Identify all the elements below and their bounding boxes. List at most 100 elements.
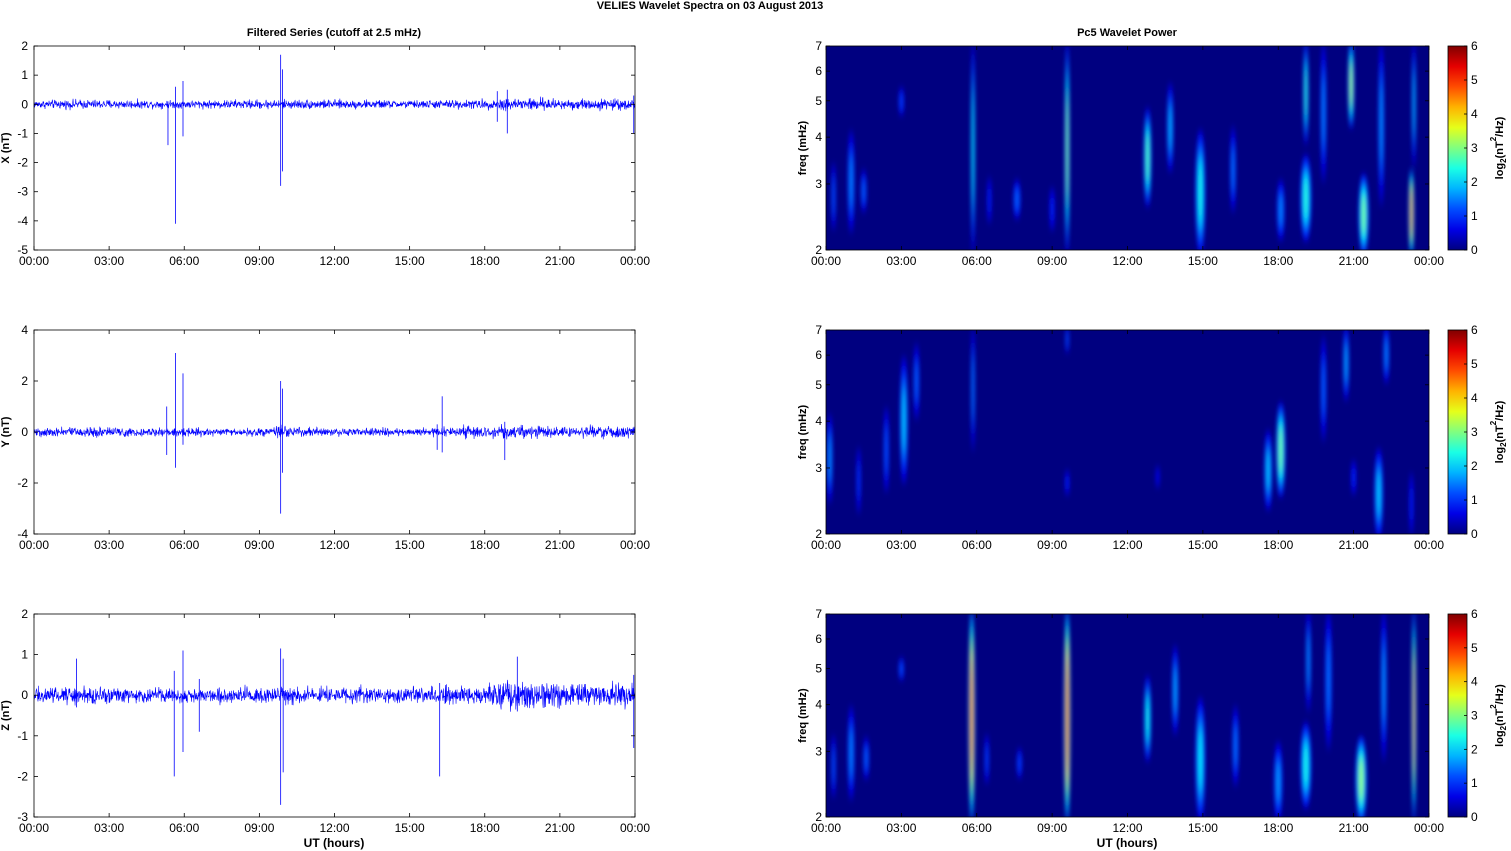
y-tick-label: 0: [21, 97, 28, 111]
heatmap-cell: [1279, 428, 1282, 471]
heatmap-cell: [885, 428, 888, 471]
heatmap-cell: [858, 464, 860, 498]
colorbar-tick-label: 0: [1471, 527, 1478, 541]
heatmap-x-tick-label: 12:00: [1112, 538, 1142, 552]
line-x-tick-label: 06:00: [169, 254, 199, 268]
heatmap-cell: [1350, 64, 1352, 105]
heatmap-x-tick-label: 09:00: [1037, 538, 1067, 552]
colorbar-tick-label: 4: [1471, 391, 1478, 405]
heatmap-cell: [900, 94, 903, 109]
heatmap-cell: [1305, 69, 1307, 116]
colorbar-tick-label: 3: [1471, 141, 1478, 155]
right-x-axis-label: UT (hours): [1097, 836, 1158, 850]
y-tick-label: -2: [17, 156, 28, 170]
heatmap-x-tick-label: 09:00: [1037, 821, 1067, 835]
plot-area: [34, 46, 635, 250]
line-x-tick-label: 15:00: [395, 821, 425, 835]
heatmap-cell: [1016, 190, 1018, 209]
line-x-tick-label: 06:00: [169, 538, 199, 552]
heatmap-x-tick-label: 00:00: [811, 538, 841, 552]
heatmap-x-tick-label: 09:00: [1037, 254, 1067, 268]
heatmap-cell: [1232, 150, 1234, 189]
y-tick-label: 0: [21, 425, 28, 439]
y-axis-label: Z (nT): [0, 700, 12, 731]
colorbar-tick-label: 2: [1471, 459, 1478, 473]
colorbar-tick-label: 3: [1471, 709, 1478, 723]
line-x-tick-label: 15:00: [395, 538, 425, 552]
heatmap-cell: [1304, 178, 1308, 218]
y-tick-label: -2: [17, 769, 28, 783]
heatmap-cell: [829, 438, 831, 479]
colorbar-tick-label: 6: [1471, 39, 1478, 53]
y-tick-label: 2: [21, 607, 28, 621]
line-x-tick-label: 06:00: [169, 821, 199, 835]
heatmap-cell: [1377, 473, 1380, 515]
heatmap-cell: [1345, 345, 1347, 381]
series-trace: [34, 423, 635, 440]
y-tick-label: 2: [815, 810, 822, 824]
line-x-tick-label: 15:00: [395, 254, 425, 268]
colorbar: 0 1 2 3 4 5 6 log2(nT2/Hz): [1447, 39, 1508, 257]
line-x-tick-label: 03:00: [94, 538, 124, 552]
y-tick-label: 5: [815, 662, 822, 676]
y-tick-label: 2: [815, 243, 822, 257]
y-tick-label: 7: [815, 607, 822, 621]
line-panel-z: -3 -2 -1 0 1 2 00:00 03:00 06:00 09:00 12:00 15:00 1…: [0, 607, 650, 835]
left-x-axis-label: UT (hours): [304, 836, 365, 850]
colorbar-tick-label: 1: [1471, 776, 1478, 790]
line-x-tick-label: 12:00: [319, 254, 349, 268]
heatmap-cell: [1157, 470, 1159, 484]
colorbar-tick-label: 5: [1471, 357, 1478, 371]
heatmap-cell: [832, 180, 835, 214]
heatmap-cell: [1383, 651, 1385, 720]
line-x-tick-label: 09:00: [244, 538, 274, 552]
y-tick-label: -4: [17, 527, 28, 541]
heatmap-cells: [826, 330, 1414, 534]
line-x-tick-label: 00:00: [19, 254, 49, 268]
heatmap-cell: [1066, 668, 1068, 763]
line-x-tick-label: 03:00: [94, 254, 124, 268]
colorbar-label: log2(nT2/Hz): [1489, 684, 1508, 747]
heatmap-cell: [1267, 452, 1270, 489]
y-tick-label: -3: [17, 185, 28, 199]
heatmap-panel-5: 2 3 4 5 6 7 00:00 03:00 06:00 09:00 12:00 15:00 18:0…: [797, 607, 1508, 835]
heatmap-cell: [1146, 699, 1149, 739]
heatmap-background: [826, 330, 1429, 534]
heatmap-cell: [1322, 80, 1325, 144]
heatmap-x-tick-label: 06:00: [962, 538, 992, 552]
line-x-tick-label: 00:00: [620, 538, 650, 552]
y-tick-label: 7: [815, 39, 822, 53]
heatmap-cell: [1146, 135, 1149, 180]
heatmap-cells: [831, 46, 1416, 250]
heatmap-cell: [1234, 727, 1237, 765]
y-tick-label: -4: [17, 214, 28, 228]
figure-suptitle: VELIES Wavelet Spectra on 03 August 2013: [597, 0, 824, 12]
y-tick-label: 1: [21, 68, 28, 82]
y-tick-label: 5: [815, 378, 822, 392]
heatmap-cell: [1199, 164, 1202, 221]
colorbar-label: log2(nT2/Hz): [1489, 400, 1508, 463]
line-x-tick-label: 21:00: [545, 821, 575, 835]
y-tick-label: -1: [17, 126, 28, 140]
heatmap-x-tick-label: 15:00: [1188, 821, 1218, 835]
colorbar: 0 1 2 3 4 5 6 log2(nT2/Hz): [1447, 607, 1508, 824]
heatmap-cell: [1304, 746, 1308, 785]
line-panel-x: -5 -4 -3 -2 -1 0 1 2 00:00 03:00 06:00 09:00 12:00 15…: [0, 39, 650, 268]
heatmap-cell: [1413, 75, 1415, 133]
y-tick-label: -2: [17, 476, 28, 490]
heatmap-x-tick-label: 21:00: [1339, 254, 1369, 268]
heatmap-cell: [1199, 732, 1202, 788]
heatmap-cell: [1066, 332, 1068, 347]
heatmap-cell: [972, 359, 974, 417]
y-tick-label: 4: [815, 130, 822, 144]
heatmap-cell: [972, 100, 974, 196]
y-tick-label: 6: [815, 632, 822, 646]
heatmap-cell: [1279, 196, 1282, 225]
heatmap-x-tick-label: 03:00: [886, 821, 916, 835]
colorbar-tick-label: 5: [1471, 641, 1478, 655]
heatmap-x-tick-label: 15:00: [1188, 538, 1218, 552]
y-tick-label: 3: [815, 744, 822, 758]
line-x-tick-label: 00:00: [19, 538, 49, 552]
y-tick-label: 4: [21, 323, 28, 337]
